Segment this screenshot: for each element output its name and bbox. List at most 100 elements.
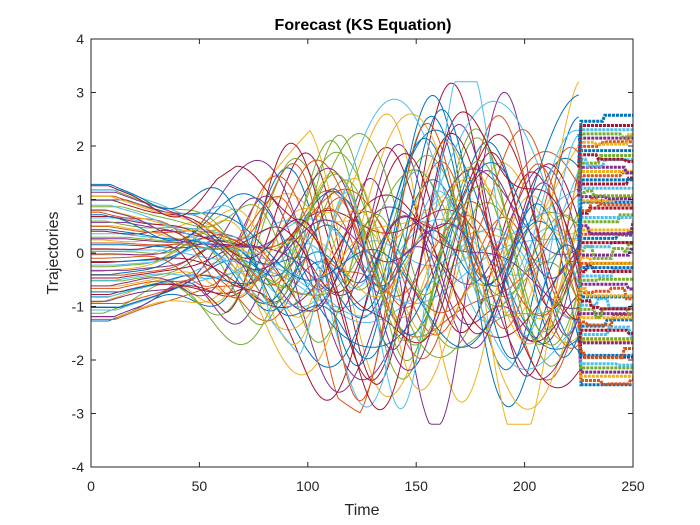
forecast-line [577,263,633,274]
forecast-line [577,216,633,238]
trajectory-line [91,195,580,345]
trajectory-line [91,98,580,370]
trajectory-line [91,94,580,408]
forecast-line [577,327,633,341]
forecast-line [577,312,633,345]
forecast-line [577,325,633,370]
forecast-line [578,265,633,270]
forecast-line [577,305,633,367]
forecast-line [577,228,633,249]
trajectory-line [91,128,580,414]
forecast-line [577,132,633,181]
x-tick-label: 250 [621,478,645,494]
forecast-line [577,124,633,168]
trajectory-line [91,91,580,425]
forecast-line [577,133,633,153]
forecast-line [577,328,633,343]
forecast-line [577,206,633,246]
trajectory-line [91,100,580,317]
forecast-line [577,250,633,301]
y-axis-label: Trajectories [45,212,62,295]
forecast-line [577,241,633,247]
forecast-line [577,229,633,249]
forecast-line [577,153,633,197]
forecast-line [577,332,633,374]
forecast-line [577,267,633,278]
y-tick-label: 2 [76,138,84,154]
forecast-line [577,324,633,386]
x-tick-label: 100 [296,478,320,494]
trajectory-line [91,194,580,339]
y-tick-label: -2 [72,352,85,368]
forecast-line [577,221,633,251]
x-tick-label: 0 [87,478,95,494]
y-tick-label: -3 [72,406,85,422]
trajectory-line [91,122,580,402]
chart-title: Forecast (KS Equation) [275,17,452,34]
series-group [91,81,633,425]
forecast-line [577,170,633,190]
forecast-line [577,275,633,291]
forecast-line [577,276,633,287]
trajectory-line [91,82,580,385]
x-tick-label: 50 [192,478,208,494]
forecast-line [578,312,633,316]
forecast-line [577,189,633,204]
forecast-line [577,194,633,213]
trajectory-line [91,188,579,323]
y-tick-label: -1 [72,299,85,315]
trajectory-line [91,151,580,359]
trajectory-line [91,191,580,381]
y-ticks: -4 -3 -2 -1 0 1 2 3 4 [72,31,633,475]
trajectory-line [91,159,580,381]
y-tick-label: -4 [72,459,85,475]
x-axis-label: Time [345,502,380,519]
forecast-line [577,193,633,203]
forecast-line [577,325,633,338]
y-tick-label: 0 [76,245,84,261]
plot-area: 0 50 100 150 200 250 -4 -3 -2 -1 0 1 2 3 4 [72,31,645,494]
forecast-line [577,157,633,208]
trajectory-line [91,109,580,360]
y-tick-label: 3 [76,85,84,101]
forecast-line [577,291,633,320]
trajectory-line [91,167,580,371]
forecast-line [577,213,633,236]
trajectory-line [91,132,580,349]
forecast-line [577,140,633,193]
trajectory-line [91,170,580,323]
trajectory-line [91,137,580,341]
trajectory-line [91,81,580,410]
forecast-line [577,248,633,265]
forecast-line [577,287,633,303]
forecast-line [577,132,633,165]
x-ticks: 0 50 100 150 200 250 [87,39,645,494]
forecast-line [577,195,633,221]
trajectory-line [91,151,580,314]
forecast-line [577,178,633,232]
trajectory-line [91,111,580,411]
forecast-line [577,307,633,378]
forecast-line [577,297,633,311]
forecast-line [577,136,633,192]
trajectory-line [91,133,579,401]
forecast-line [577,128,633,133]
trajectory-line [91,132,580,382]
y-tick-label: 4 [76,31,84,47]
forecast-line [577,113,633,163]
forecast-line [577,337,633,360]
forecast-line [577,247,633,257]
forecast-line [577,304,633,387]
y-tick-label: 1 [76,192,84,208]
trajectory-line [91,129,580,368]
forecast-line [577,144,633,173]
trajectory-line [91,141,580,358]
forecast-line [577,230,633,255]
x-tick-label: 150 [405,478,429,494]
forecast-line [577,318,633,330]
trajectory-line [91,115,579,360]
forecast-line [577,176,633,196]
trajectory-line [91,227,579,321]
forecast-line [577,313,633,330]
